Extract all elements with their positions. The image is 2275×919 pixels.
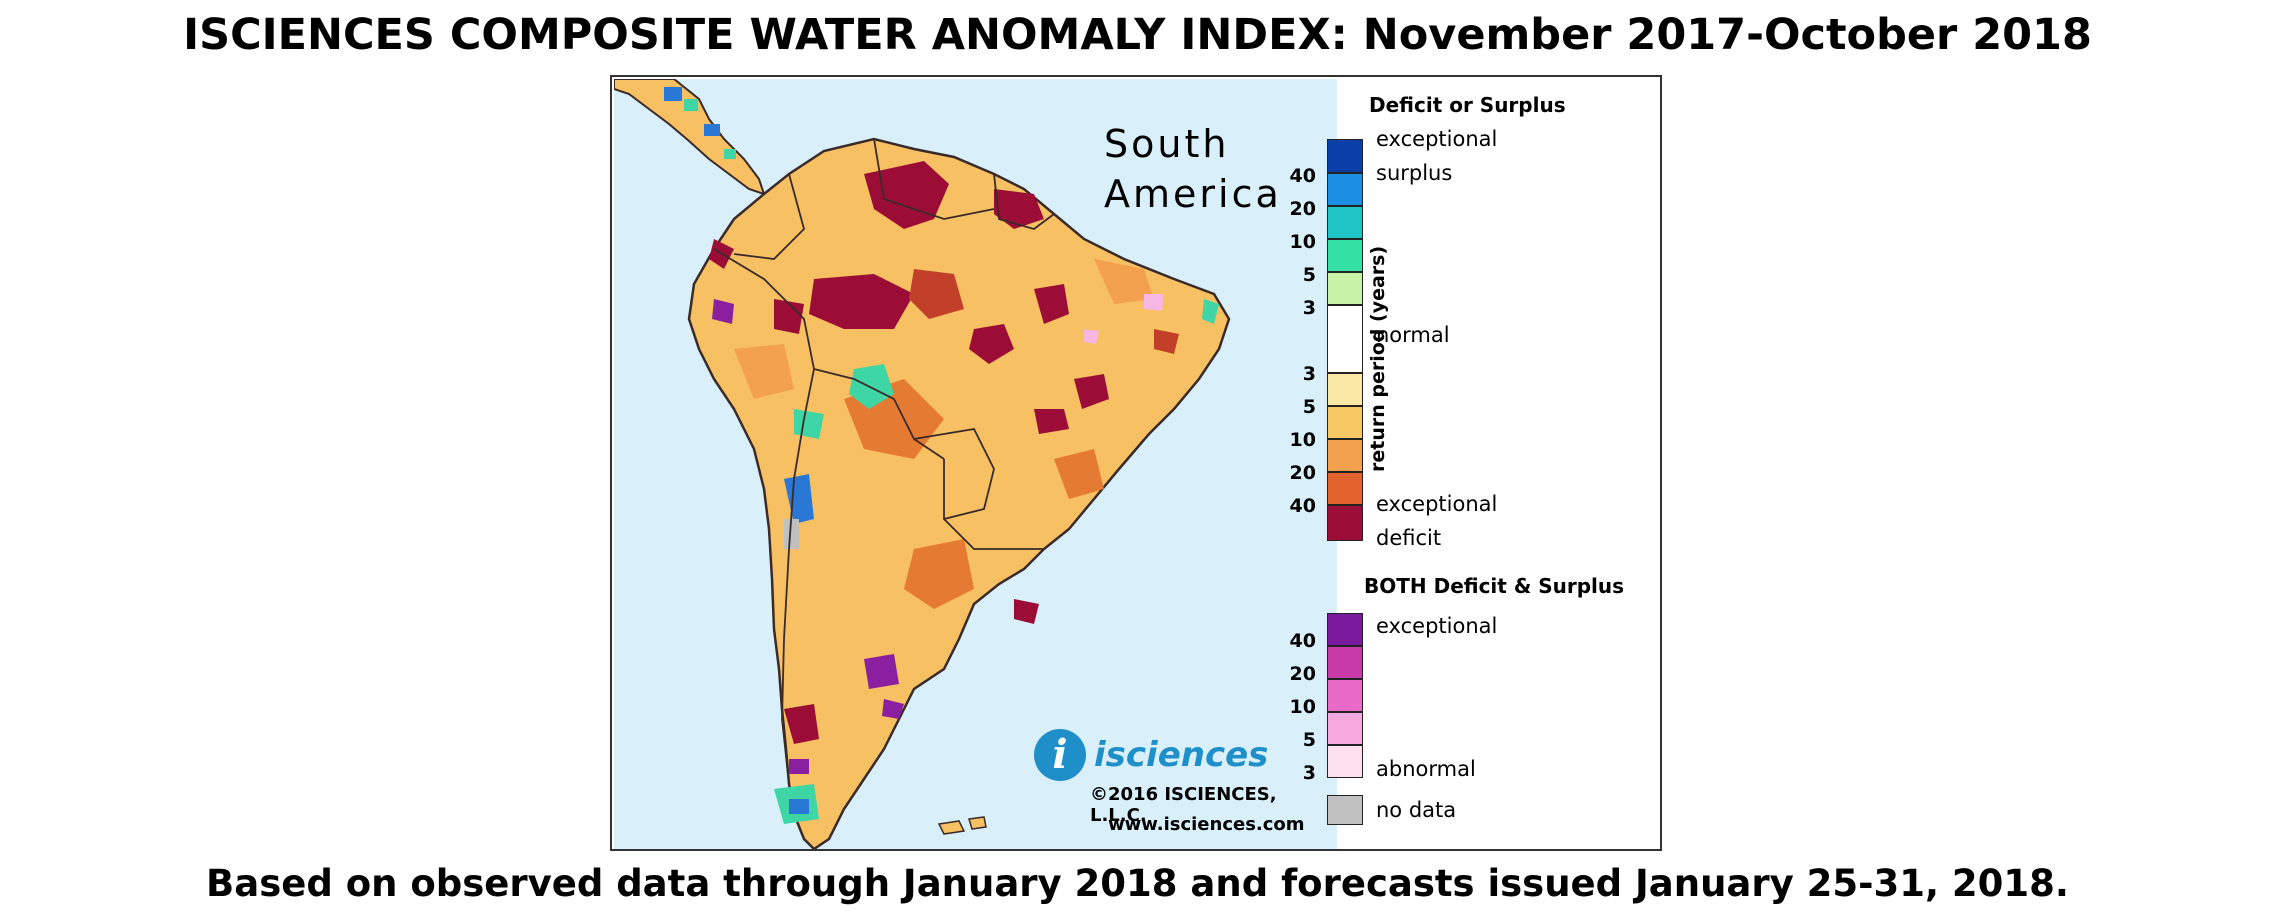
tick-deficit: 40 <box>1289 495 1316 517</box>
swatch-both-3 <box>1327 745 1363 778</box>
swatch-surplus-20 <box>1327 173 1363 206</box>
website-link[interactable]: www.isciences.com <box>1108 814 1305 835</box>
swatch-surplus-40 <box>1327 139 1363 173</box>
label-both-exceptional: exceptional <box>1376 614 1498 638</box>
tick-surplus: 5 <box>1302 264 1316 286</box>
legend-panel <box>1337 79 1660 849</box>
tick-surplus: 20 <box>1289 198 1316 220</box>
swatch-surplus-3 <box>1327 272 1363 305</box>
map-area: South America i isciences ©2016 ISCIENCE… <box>614 79 1337 849</box>
both-patch-peru <box>712 299 734 324</box>
tick-surplus: 3 <box>1302 297 1316 319</box>
swatch-no-data <box>1327 795 1363 825</box>
page-subtitle: Based on observed data through January 2… <box>206 862 2069 905</box>
tick-both: 10 <box>1289 696 1316 718</box>
label-both-abnormal: abnormal <box>1376 757 1476 781</box>
tick-both: 40 <box>1289 630 1316 652</box>
tick-deficit: 20 <box>1289 462 1316 484</box>
deficit-surplus-title: Deficit or Surplus <box>1369 93 1566 117</box>
swatch-both-20 <box>1327 646 1363 679</box>
deficit-patch-north <box>864 161 949 229</box>
both-title: BOTH Deficit & Surplus <box>1364 574 1625 598</box>
tick-both: 20 <box>1289 663 1316 685</box>
surplus-patch-bolivia <box>849 364 894 409</box>
swatch-both-10 <box>1327 679 1363 712</box>
south-america-map <box>614 79 1231 849</box>
deficit-patch-amazon <box>809 274 914 329</box>
tick-surplus: 10 <box>1289 231 1316 253</box>
swatch-normal <box>1327 305 1363 373</box>
swatch-deficit-5 <box>1327 406 1363 439</box>
falkland-islands <box>937 820 966 835</box>
central-america-landmass <box>614 79 766 196</box>
deficit-patch-guiana <box>994 189 1044 229</box>
logo-i-icon: i <box>1034 729 1086 781</box>
label-exceptional-surplus: exceptional <box>1376 127 1498 151</box>
label-normal: normal <box>1376 323 1450 347</box>
swatch-surplus-10 <box>1327 206 1363 239</box>
swatch-both-40 <box>1327 613 1363 646</box>
tick-both: 5 <box>1302 729 1316 751</box>
page-title: ISCIENCES COMPOSITE WATER ANOMALY INDEX:… <box>183 10 2092 60</box>
label-no-data: no data <box>1376 798 1457 822</box>
swatch-deficit-40 <box>1327 505 1363 541</box>
label-exceptional-deficit-2: deficit <box>1376 526 1442 550</box>
tick-deficit: 10 <box>1289 429 1316 451</box>
label-exceptional-deficit: exceptional <box>1376 492 1498 516</box>
tick-deficit: 5 <box>1302 396 1316 418</box>
swatch-surplus-5 <box>1327 239 1363 272</box>
swatch-deficit-20 <box>1327 472 1363 505</box>
tick-surplus: 40 <box>1289 165 1316 187</box>
label-exceptional-surplus-2: surplus <box>1376 161 1453 185</box>
swatch-deficit-3 <box>1327 373 1363 406</box>
logo-wordmark: isciences <box>1094 735 1269 775</box>
swatch-deficit-10 <box>1327 439 1363 472</box>
country-borders <box>713 138 1070 785</box>
region-label: South America <box>1104 122 1282 216</box>
tick-both: 3 <box>1302 762 1316 784</box>
tick-deficit: 3 <box>1302 363 1316 385</box>
map-figure: South America i isciences ©2016 ISCIENCE… <box>610 75 1662 851</box>
copyright-notice: ©2016 ISCIENCES, L.L.C. <box>1090 784 1277 826</box>
swatch-both-5 <box>1327 712 1363 745</box>
deficit-patch-central <box>909 269 964 319</box>
